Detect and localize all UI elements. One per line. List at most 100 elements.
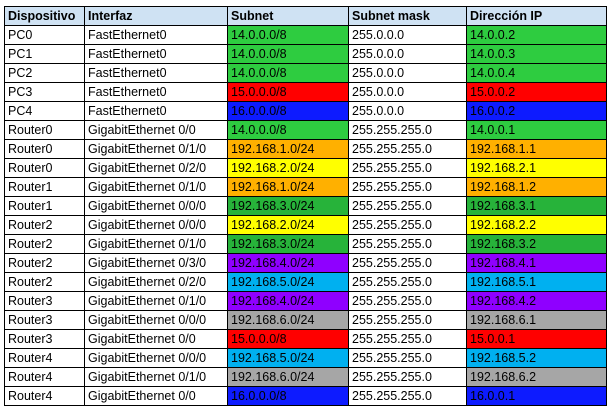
cell-interface[interactable]: GigabitEthernet 0/3/0 [84, 253, 228, 273]
cell-ip-address[interactable]: 192.168.6.2 [466, 367, 607, 387]
cell-interface[interactable]: FastEthernet0 [84, 44, 228, 64]
cell-subnet[interactable]: 192.168.6.0/24 [227, 367, 349, 387]
cell-subnet-mask[interactable]: 255.255.255.0 [348, 272, 467, 292]
cell-device[interactable]: Router2 [4, 215, 85, 235]
cell-subnet[interactable]: 16.0.0.0/8 [227, 101, 349, 121]
cell-interface[interactable]: GigabitEthernet 0/0/0 [84, 310, 228, 330]
cell-device[interactable]: PC3 [4, 82, 85, 102]
cell-ip-address[interactable]: 16.0.0.1 [466, 386, 607, 406]
cell-interface[interactable]: FastEthernet0 [84, 25, 228, 45]
cell-subnet[interactable]: 14.0.0.0/8 [227, 44, 349, 64]
cell-ip-address[interactable]: 14.0.0.4 [466, 63, 607, 83]
cell-subnet-mask[interactable]: 255.255.255.0 [348, 386, 467, 406]
cell-interface[interactable]: GigabitEthernet 0/1/0 [84, 177, 228, 197]
cell-device[interactable]: Router3 [4, 310, 85, 330]
cell-ip-address[interactable]: 14.0.0.1 [466, 120, 607, 140]
cell-subnet[interactable]: 16.0.0.0/8 [227, 386, 349, 406]
cell-ip-address[interactable]: 192.168.2.1 [466, 158, 607, 178]
cell-interface[interactable]: GigabitEthernet 0/0/0 [84, 348, 228, 368]
cell-ip-address[interactable]: 192.168.4.2 [466, 291, 607, 311]
cell-interface[interactable]: GigabitEthernet 0/1/0 [84, 234, 228, 254]
cell-subnet-mask[interactable]: 255.255.255.0 [348, 348, 467, 368]
cell-device[interactable]: Router2 [4, 234, 85, 254]
cell-ip-address[interactable]: 192.168.3.1 [466, 196, 607, 216]
cell-subnet-mask[interactable]: 255.255.255.0 [348, 310, 467, 330]
cell-device[interactable]: PC2 [4, 63, 85, 83]
cell-device[interactable]: Router4 [4, 367, 85, 387]
cell-ip-address[interactable]: 16.0.0.2 [466, 101, 607, 121]
cell-device[interactable]: Router4 [4, 348, 85, 368]
cell-device[interactable]: Router3 [4, 329, 85, 349]
cell-interface[interactable]: GigabitEthernet 0/2/0 [84, 158, 228, 178]
cell-interface[interactable]: GigabitEthernet 0/1/0 [84, 139, 228, 159]
cell-subnet[interactable]: 192.168.2.0/24 [227, 158, 349, 178]
header-device[interactable]: Dispositivo [4, 6, 85, 26]
header-interface[interactable]: Interfaz [84, 6, 228, 26]
cell-device[interactable]: Router0 [4, 120, 85, 140]
cell-interface[interactable]: GigabitEthernet 0/0 [84, 329, 228, 349]
cell-device[interactable]: Router2 [4, 272, 85, 292]
cell-subnet[interactable]: 192.168.1.0/24 [227, 139, 349, 159]
cell-subnet-mask[interactable]: 255.255.255.0 [348, 215, 467, 235]
cell-subnet[interactable]: 192.168.3.0/24 [227, 196, 349, 216]
cell-interface[interactable]: GigabitEthernet 0/1/0 [84, 367, 228, 387]
cell-subnet[interactable]: 192.168.2.0/24 [227, 215, 349, 235]
cell-interface[interactable]: GigabitEthernet 0/0 [84, 120, 228, 140]
cell-ip-address[interactable]: 15.0.0.2 [466, 82, 607, 102]
cell-interface[interactable]: FastEthernet0 [84, 82, 228, 102]
cell-interface[interactable]: FastEthernet0 [84, 63, 228, 83]
cell-ip-address[interactable]: 192.168.1.1 [466, 139, 607, 159]
cell-subnet[interactable]: 15.0.0.0/8 [227, 82, 349, 102]
header-ip-address[interactable]: Dirección IP [466, 6, 607, 26]
cell-subnet-mask[interactable]: 255.255.255.0 [348, 177, 467, 197]
cell-subnet-mask[interactable]: 255.0.0.0 [348, 101, 467, 121]
cell-device[interactable]: Router1 [4, 177, 85, 197]
cell-ip-address[interactable]: 192.168.1.2 [466, 177, 607, 197]
cell-subnet-mask[interactable]: 255.255.255.0 [348, 120, 467, 140]
cell-subnet[interactable]: 192.168.5.0/24 [227, 272, 349, 292]
cell-subnet-mask[interactable]: 255.0.0.0 [348, 63, 467, 83]
cell-device[interactable]: PC0 [4, 25, 85, 45]
cell-subnet-mask[interactable]: 255.255.255.0 [348, 234, 467, 254]
cell-subnet-mask[interactable]: 255.255.255.0 [348, 367, 467, 387]
cell-interface[interactable]: GigabitEthernet 0/2/0 [84, 272, 228, 292]
cell-subnet[interactable]: 192.168.5.0/24 [227, 348, 349, 368]
cell-ip-address[interactable]: 192.168.3.2 [466, 234, 607, 254]
cell-interface[interactable]: GigabitEthernet 0/1/0 [84, 291, 228, 311]
cell-interface[interactable]: GigabitEthernet 0/0 [84, 386, 228, 406]
cell-device[interactable]: PC4 [4, 101, 85, 121]
cell-subnet-mask[interactable]: 255.255.255.0 [348, 253, 467, 273]
cell-subnet[interactable]: 14.0.0.0/8 [227, 63, 349, 83]
cell-ip-address[interactable]: 192.168.5.1 [466, 272, 607, 292]
cell-subnet[interactable]: 192.168.3.0/24 [227, 234, 349, 254]
cell-subnet-mask[interactable]: 255.0.0.0 [348, 44, 467, 64]
cell-device[interactable]: Router4 [4, 386, 85, 406]
cell-ip-address[interactable]: 14.0.0.2 [466, 25, 607, 45]
cell-ip-address[interactable]: 14.0.0.3 [466, 44, 607, 64]
cell-subnet-mask[interactable]: 255.0.0.0 [348, 82, 467, 102]
cell-subnet[interactable]: 14.0.0.0/8 [227, 120, 349, 140]
cell-subnet-mask[interactable]: 255.0.0.0 [348, 25, 467, 45]
cell-subnet[interactable]: 192.168.6.0/24 [227, 310, 349, 330]
cell-subnet-mask[interactable]: 255.255.255.0 [348, 196, 467, 216]
cell-subnet-mask[interactable]: 255.255.255.0 [348, 139, 467, 159]
cell-interface[interactable]: GigabitEthernet 0/0/0 [84, 196, 228, 216]
cell-subnet[interactable]: 192.168.4.0/24 [227, 291, 349, 311]
cell-device[interactable]: PC1 [4, 44, 85, 64]
cell-subnet[interactable]: 15.0.0.0/8 [227, 329, 349, 349]
cell-ip-address[interactable]: 192.168.4.1 [466, 253, 607, 273]
cell-subnet[interactable]: 192.168.4.0/24 [227, 253, 349, 273]
cell-subnet-mask[interactable]: 255.255.255.0 [348, 158, 467, 178]
header-subnet-mask[interactable]: Subnet mask [348, 6, 467, 26]
cell-ip-address[interactable]: 192.168.5.2 [466, 348, 607, 368]
cell-device[interactable]: Router3 [4, 291, 85, 311]
header-subnet[interactable]: Subnet [227, 6, 349, 26]
cell-subnet[interactable]: 192.168.1.0/24 [227, 177, 349, 197]
cell-device[interactable]: Router0 [4, 158, 85, 178]
cell-interface[interactable]: GigabitEthernet 0/0/0 [84, 215, 228, 235]
cell-subnet-mask[interactable]: 255.255.255.0 [348, 329, 467, 349]
cell-device[interactable]: Router1 [4, 196, 85, 216]
cell-ip-address[interactable]: 192.168.2.2 [466, 215, 607, 235]
cell-interface[interactable]: FastEthernet0 [84, 101, 228, 121]
cell-device[interactable]: Router2 [4, 253, 85, 273]
